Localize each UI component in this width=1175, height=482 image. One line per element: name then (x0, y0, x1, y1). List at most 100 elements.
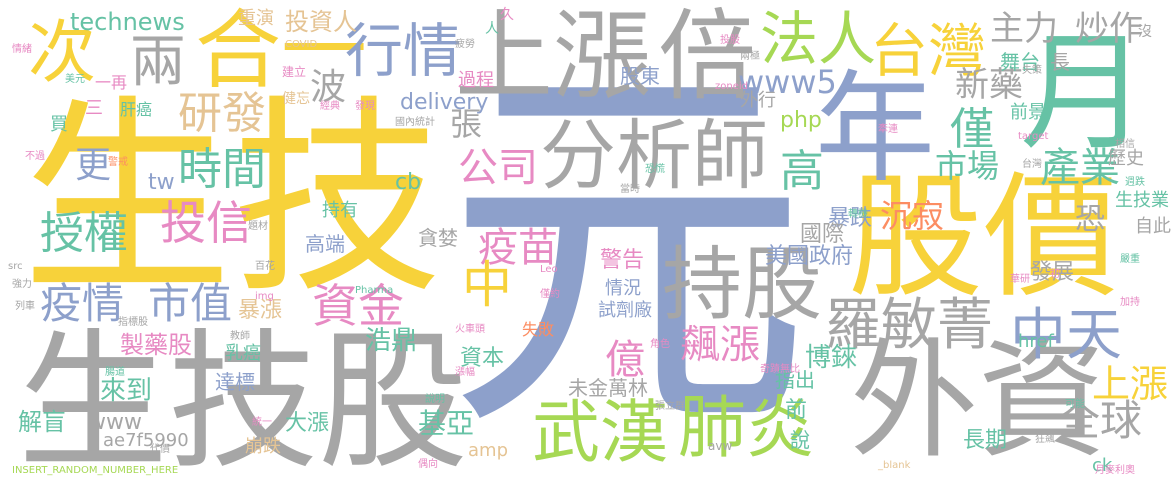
word: 崩跌 (245, 436, 281, 457)
word: 外行 (740, 90, 776, 111)
word: 製藥股 (120, 331, 192, 359)
word: 當時 (620, 184, 640, 195)
word: 發現 (355, 101, 375, 112)
word: 中 (462, 256, 512, 314)
word: 久 (500, 7, 514, 23)
word: 三 (85, 98, 103, 119)
word: 投資人 (285, 8, 357, 36)
word: 高端 (305, 232, 345, 256)
word: 更 (75, 145, 112, 186)
word: 合一 (195, 1, 367, 101)
word: 羅敏菁 (825, 293, 993, 358)
word: delivery (400, 90, 489, 115)
word: 疫情 (40, 279, 125, 328)
word: 角色 (650, 339, 670, 350)
word: 情況 (605, 278, 641, 299)
word: 台灣 (1022, 159, 1042, 170)
word: 週跌 (1125, 177, 1145, 188)
word: 加持 (1120, 297, 1140, 308)
word: 解盲 (18, 408, 66, 436)
word: 長 (1050, 50, 1070, 74)
word: 代價 (150, 444, 170, 455)
word: 僅 (950, 104, 994, 155)
word: 法人 (760, 5, 877, 73)
word: 情緒 (12, 44, 32, 55)
word: 舞台 (1000, 50, 1040, 74)
word: 警告 (600, 248, 645, 273)
word: 百花 (255, 261, 275, 272)
word: 生技股 (18, 316, 469, 482)
word: 前景 (1010, 102, 1046, 123)
word: 說明 (425, 394, 445, 405)
word: 教師 (230, 331, 250, 342)
word: 年 (815, 60, 935, 199)
word: 買 (50, 114, 68, 135)
word: 貪婪 (418, 226, 458, 250)
word: 股價 (848, 159, 1118, 316)
word: 中天 (1010, 303, 1122, 368)
word: 乳癌 (225, 343, 261, 364)
word: 僅約 (540, 289, 560, 300)
word: src (8, 261, 23, 272)
word: 沉寂 (880, 197, 945, 235)
word: img (255, 291, 274, 302)
word: 生技 (22, 77, 443, 322)
word: 時間 (178, 144, 266, 195)
word: 授權 (40, 208, 128, 259)
word: _blank (878, 460, 911, 471)
word: 可能 (1065, 399, 1085, 410)
word: 高 (780, 146, 824, 197)
word: 經典 (320, 101, 340, 112)
word: 暴漲 (238, 298, 283, 323)
word: 億 (605, 337, 645, 383)
word: 恐慌 (645, 164, 665, 175)
word: 博錸 (805, 343, 858, 373)
word: ae7f5990 (103, 430, 189, 451)
word: 奇蹟無比 (760, 364, 800, 375)
word: 大漲 (285, 411, 330, 436)
word: 指出 (775, 368, 815, 392)
word: 相信 (1115, 139, 1135, 150)
word: 達標 (215, 370, 255, 394)
word: href (1018, 331, 1054, 352)
word: 張 (450, 105, 483, 143)
word: 分析師 (540, 111, 768, 200)
word: 投股 (720, 35, 740, 46)
word: 強力 (12, 279, 32, 290)
word: COVID (285, 39, 318, 50)
word: 國際 (800, 222, 845, 247)
word: 指標股 (118, 317, 148, 328)
word: zoneid (715, 81, 748, 92)
word: 資金 (312, 279, 404, 333)
word: cb (395, 170, 422, 195)
word: Pharma (355, 285, 394, 296)
word: 炒作 (1075, 9, 1143, 49)
word: php (780, 108, 822, 133)
word: www5 (738, 63, 837, 101)
word: 外資 (850, 327, 1107, 476)
word: 華研 (1010, 274, 1030, 285)
word: 公司 (458, 145, 538, 191)
word: 資本 (460, 346, 505, 371)
word: 火車頭 (455, 324, 485, 335)
word: 股東 (620, 64, 660, 88)
word: 元 (445, 22, 810, 482)
word: 失策 (1022, 65, 1042, 76)
word: 重演 (238, 8, 274, 29)
word: 持有 (322, 200, 358, 221)
word: tw (148, 170, 175, 195)
word: 疫苗 (478, 225, 558, 271)
word: target (1018, 131, 1049, 142)
word: 浩鼎 (365, 326, 418, 356)
word: 偶向 (418, 459, 438, 470)
word: 飆漲 (680, 322, 760, 368)
word: 不過 (25, 151, 45, 162)
word: 恐 (1075, 202, 1105, 237)
word: 武漢 (532, 394, 669, 473)
word: 疲勞 (455, 39, 475, 50)
word: INSERT_RANDOM_NUMBER_HERE (12, 465, 179, 476)
word: 一再 (95, 73, 128, 92)
word: 長期 (963, 428, 1008, 453)
word: 行情 (345, 17, 462, 85)
